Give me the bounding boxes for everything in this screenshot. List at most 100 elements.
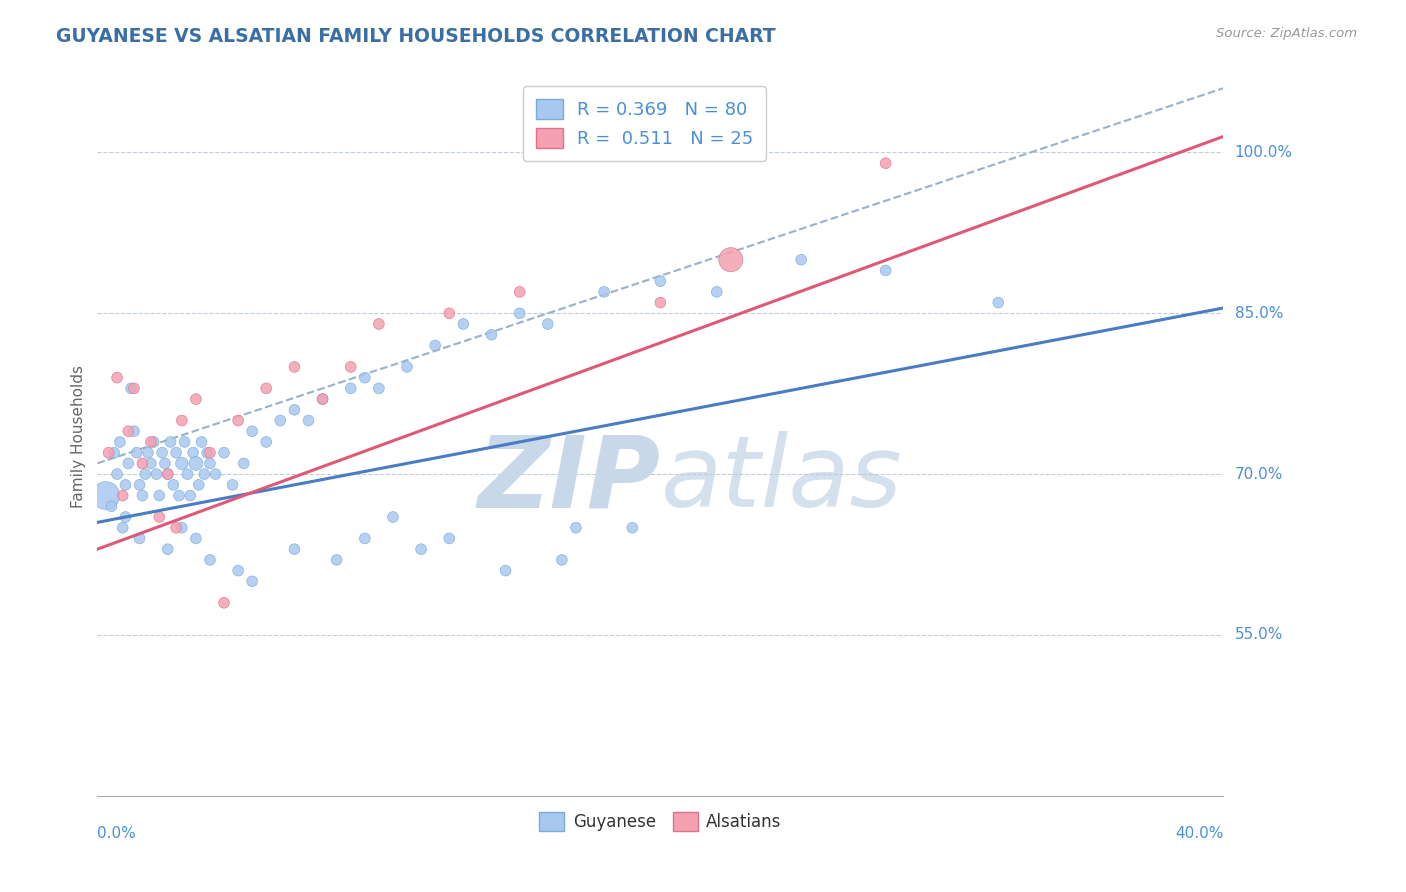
Point bbox=[297, 413, 319, 427]
Point bbox=[621, 521, 644, 535]
Point bbox=[311, 392, 333, 406]
Point bbox=[453, 317, 475, 331]
Point bbox=[103, 445, 125, 459]
Point bbox=[128, 532, 150, 546]
Point bbox=[875, 263, 897, 277]
Point bbox=[395, 359, 418, 374]
Point bbox=[254, 381, 277, 395]
Point bbox=[134, 467, 156, 482]
Point bbox=[162, 478, 184, 492]
Point bbox=[170, 457, 193, 471]
Point bbox=[269, 413, 291, 427]
Text: 55.0%: 55.0% bbox=[1234, 627, 1282, 642]
Point bbox=[325, 553, 347, 567]
Point bbox=[165, 521, 187, 535]
Point bbox=[565, 521, 588, 535]
Point bbox=[212, 445, 235, 459]
Point bbox=[117, 457, 139, 471]
Point bbox=[120, 381, 142, 395]
Point bbox=[353, 370, 375, 384]
Text: Source: ZipAtlas.com: Source: ZipAtlas.com bbox=[1216, 27, 1357, 40]
Point bbox=[170, 521, 193, 535]
Point bbox=[198, 553, 221, 567]
Point bbox=[131, 457, 153, 471]
Point bbox=[114, 510, 136, 524]
Point bbox=[232, 457, 254, 471]
Point bbox=[537, 317, 560, 331]
Y-axis label: Family Households: Family Households bbox=[72, 365, 86, 508]
Point bbox=[193, 467, 215, 482]
Point bbox=[353, 532, 375, 546]
Point bbox=[111, 521, 134, 535]
Point bbox=[481, 327, 503, 342]
Point bbox=[148, 510, 170, 524]
Point bbox=[142, 434, 165, 449]
Point bbox=[495, 564, 517, 578]
Point bbox=[187, 478, 209, 492]
Point bbox=[181, 445, 204, 459]
Legend: Guyanese, Alsatians: Guyanese, Alsatians bbox=[533, 805, 787, 838]
Point bbox=[650, 295, 672, 310]
Point bbox=[339, 381, 361, 395]
Point bbox=[240, 424, 263, 438]
Point bbox=[165, 445, 187, 459]
Point bbox=[551, 553, 574, 567]
Point bbox=[97, 445, 120, 459]
Point bbox=[176, 467, 198, 482]
Point bbox=[139, 434, 162, 449]
Point bbox=[212, 596, 235, 610]
Text: 0.0%: 0.0% bbox=[97, 826, 136, 841]
Point bbox=[254, 434, 277, 449]
Point bbox=[381, 510, 404, 524]
Point bbox=[875, 156, 897, 170]
Text: 85.0%: 85.0% bbox=[1234, 306, 1282, 321]
Point bbox=[94, 489, 117, 503]
Point bbox=[593, 285, 616, 299]
Point bbox=[108, 434, 131, 449]
Point bbox=[114, 478, 136, 492]
Point bbox=[100, 500, 122, 514]
Point bbox=[105, 370, 128, 384]
Point bbox=[509, 306, 531, 320]
Point bbox=[339, 359, 361, 374]
Point bbox=[425, 338, 447, 352]
Point bbox=[139, 457, 162, 471]
Point bbox=[204, 467, 226, 482]
Point bbox=[439, 532, 461, 546]
Point bbox=[148, 489, 170, 503]
Point bbox=[136, 445, 159, 459]
Point bbox=[117, 424, 139, 438]
Text: 40.0%: 40.0% bbox=[1175, 826, 1223, 841]
Point bbox=[173, 434, 195, 449]
Point bbox=[159, 434, 181, 449]
Point bbox=[509, 285, 531, 299]
Point bbox=[153, 457, 176, 471]
Point bbox=[170, 413, 193, 427]
Point bbox=[131, 489, 153, 503]
Point bbox=[122, 381, 145, 395]
Point bbox=[156, 467, 179, 482]
Point bbox=[184, 457, 207, 471]
Point bbox=[111, 489, 134, 503]
Point bbox=[311, 392, 333, 406]
Point bbox=[439, 306, 461, 320]
Point bbox=[122, 424, 145, 438]
Point bbox=[145, 467, 167, 482]
Point bbox=[156, 542, 179, 557]
Point bbox=[156, 467, 179, 482]
Text: 70.0%: 70.0% bbox=[1234, 467, 1282, 482]
Point bbox=[283, 402, 305, 417]
Point bbox=[650, 274, 672, 288]
Point bbox=[195, 445, 218, 459]
Point bbox=[125, 445, 148, 459]
Text: GUYANESE VS ALSATIAN FAMILY HOUSEHOLDS CORRELATION CHART: GUYANESE VS ALSATIAN FAMILY HOUSEHOLDS C… bbox=[56, 27, 776, 45]
Point bbox=[150, 445, 173, 459]
Point bbox=[367, 381, 389, 395]
Point bbox=[226, 564, 249, 578]
Point bbox=[240, 574, 263, 589]
Point bbox=[411, 542, 433, 557]
Point bbox=[221, 478, 243, 492]
Text: 100.0%: 100.0% bbox=[1234, 145, 1292, 160]
Point bbox=[226, 413, 249, 427]
Point bbox=[367, 317, 389, 331]
